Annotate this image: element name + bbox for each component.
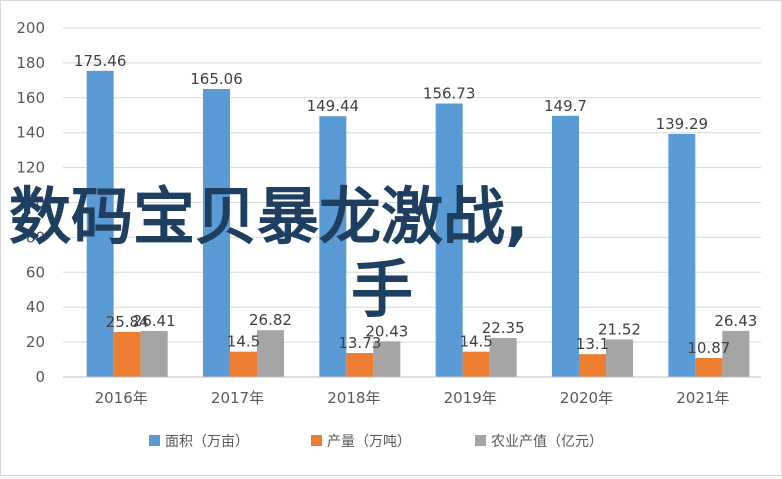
data-label: 165.06	[190, 70, 243, 88]
bar	[230, 351, 257, 377]
y-tick-label: 20	[26, 333, 45, 351]
data-label: 14.5	[227, 333, 260, 351]
bar	[435, 103, 463, 377]
y-tick-label: 120	[16, 159, 45, 177]
x-tick-label: 2020年	[560, 389, 613, 407]
bar	[373, 341, 401, 377]
y-tick-label: 40	[26, 298, 45, 316]
y-tick-label: 60	[26, 263, 45, 281]
data-label: 26.41	[133, 312, 176, 330]
data-label: 149.7	[544, 97, 587, 115]
data-label: 149.44	[307, 97, 360, 115]
bar	[86, 70, 114, 377]
data-label: 22.35	[482, 319, 525, 337]
data-label: 10.87	[687, 339, 730, 357]
bar	[113, 331, 141, 377]
bar	[140, 330, 168, 377]
data-label: 139.29	[656, 115, 709, 133]
y-axis: 0 20 40 60 80 100 120 140 160 180 200	[16, 19, 45, 386]
watermark-line1: 数码宝贝暴龙激战,	[9, 180, 529, 253]
x-tick-label: 2017年	[211, 389, 264, 407]
bars	[86, 70, 750, 377]
bar	[462, 351, 490, 377]
x-tick-label: 2019年	[444, 389, 497, 407]
bar	[579, 354, 606, 377]
y-tick-label: 100	[16, 194, 45, 212]
legend-swatch	[149, 435, 160, 446]
legend-swatch	[311, 435, 322, 446]
x-tick-label: 2018年	[327, 389, 380, 407]
bar	[257, 330, 284, 377]
watermark-overlay: 数码宝贝暴龙激战, 手	[9, 180, 529, 326]
y-tick-label: 200	[16, 19, 45, 37]
data-label: 14.5	[459, 333, 492, 351]
gridlines	[63, 27, 761, 378]
data-label: 175.46	[74, 52, 127, 70]
bar	[203, 88, 230, 377]
watermark-line2: 手	[351, 253, 413, 326]
bar	[722, 330, 750, 377]
bar	[346, 353, 374, 377]
y-tick-label: 180	[16, 54, 45, 72]
bar	[606, 339, 633, 377]
data-label: 25.84	[106, 313, 149, 331]
data-label: 21.52	[598, 320, 641, 338]
bar	[552, 115, 579, 377]
y-tick-label: 160	[16, 89, 45, 107]
data-label: 26.82	[249, 311, 292, 329]
x-tick-label: 2021年	[676, 389, 729, 407]
x-axis: 2016年 2017年 2018年 2019年 2020年 2021年	[63, 376, 761, 407]
y-tick-label: 140	[16, 124, 45, 142]
data-label: 156.73	[423, 85, 476, 103]
data-label: 20.43	[365, 322, 408, 340]
legend-swatch	[475, 435, 486, 446]
bar	[668, 133, 696, 377]
legend-label: 产量（万吨）	[327, 434, 411, 450]
legend: 面积（万亩） 产量（万吨） 农业产值（亿元）	[149, 433, 603, 450]
data-label: 13.1	[576, 335, 609, 353]
legend-label: 面积（万亩）	[165, 433, 249, 450]
data-label: 13.73	[338, 334, 381, 352]
y-tick-label: 0	[35, 368, 45, 386]
bar	[319, 116, 347, 377]
data-label: 26.43	[714, 312, 757, 330]
legend-label: 农业产值（亿元）	[491, 434, 603, 450]
bar	[489, 337, 517, 377]
bar	[695, 358, 723, 377]
x-tick-label: 2016年	[95, 389, 148, 407]
y-tick-label: 80	[26, 228, 45, 246]
